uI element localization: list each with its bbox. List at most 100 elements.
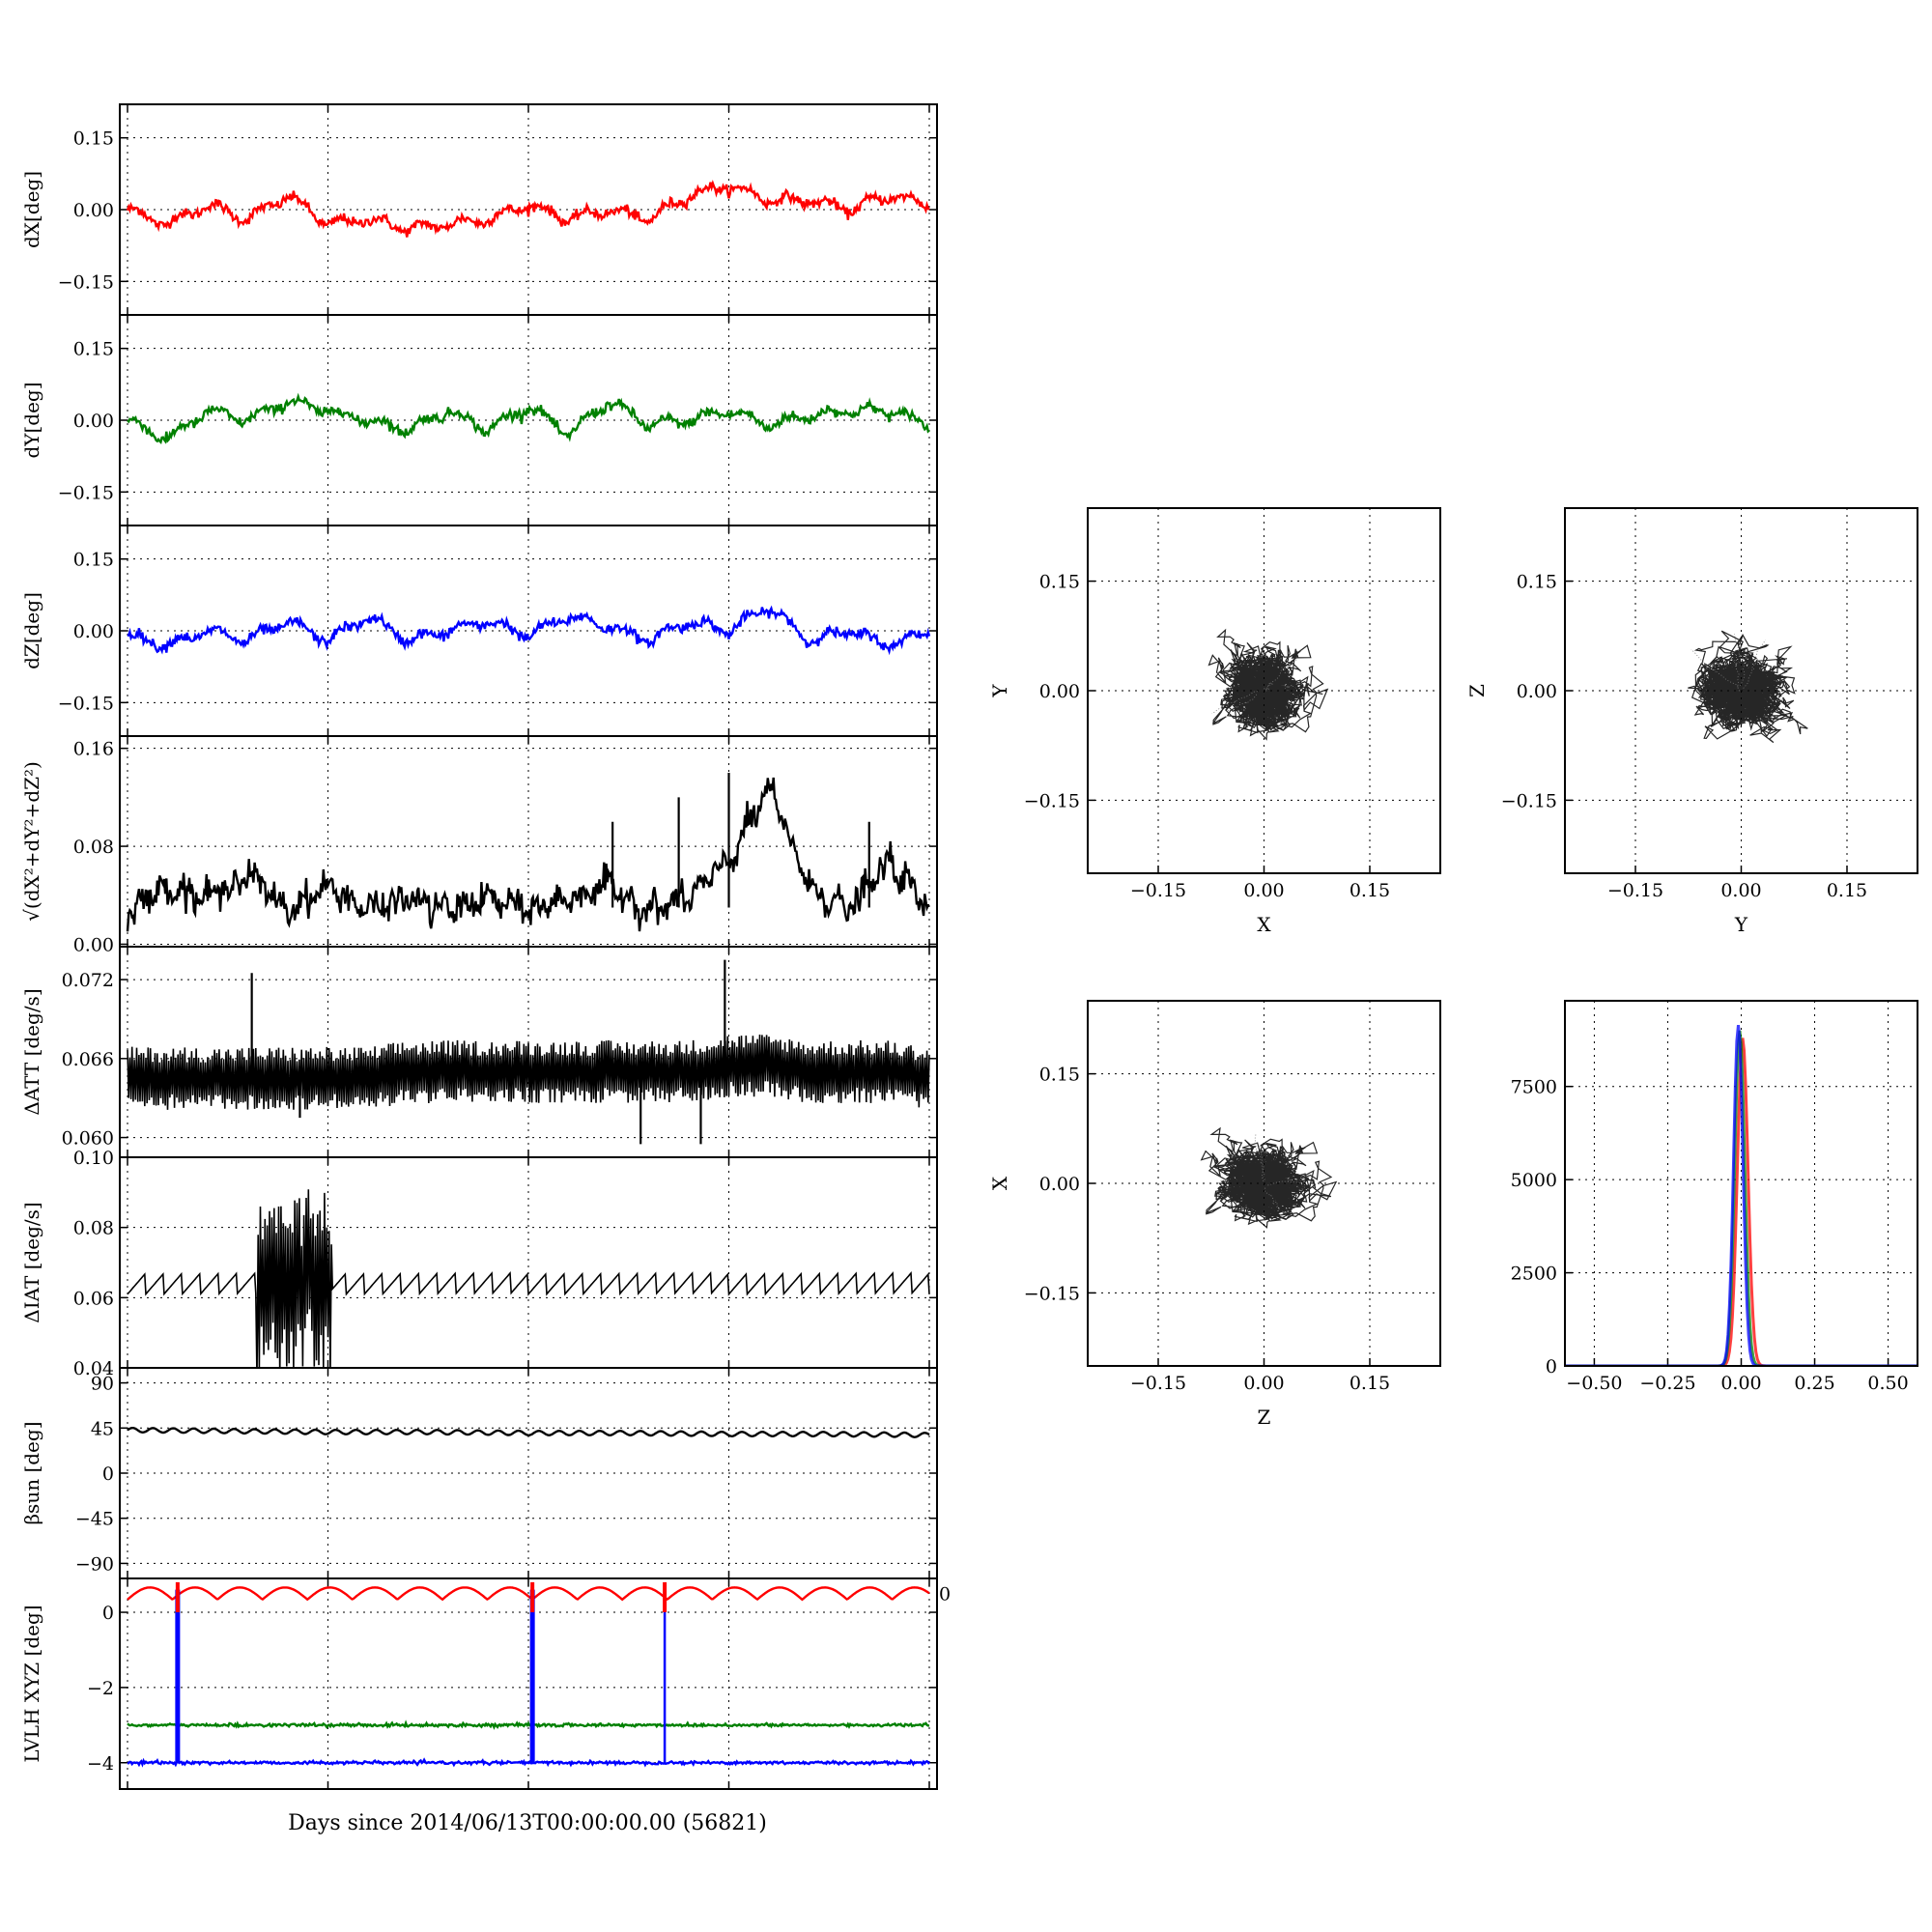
axes-frame (119, 1577, 938, 1790)
shared-x-axis-label: Days since 2014/06/13T00:00:00.00 (56821… (288, 1811, 767, 1835)
y-axis-label: βsun [deg] (20, 1422, 43, 1525)
x-axis-label: X (1257, 913, 1271, 936)
y-tick-label: −4 (87, 1753, 114, 1775)
y-axis-label: √(dX²+dY²+dZ²) (20, 761, 43, 922)
right-tick-label: 0 (939, 1584, 951, 1605)
y-tick-label: 0.08 (73, 1218, 114, 1239)
x-axis-label: Z (1258, 1406, 1271, 1429)
series-line-dy-0 (127, 392, 930, 445)
y-tick-label: −0.15 (1024, 1283, 1080, 1304)
series-line-mag-0 (126, 777, 930, 932)
series-line-dz-0 (127, 605, 931, 656)
series-line-att-0 (127, 1034, 930, 1110)
panel-hist: −0.50 −0.25 0.00 0.25 0.50 0 2500 5000 7500 (1511, 1000, 1918, 1394)
y-tick-label: 0.00 (73, 934, 114, 955)
y-axis-label: X (988, 1176, 1011, 1190)
axes-frame (1564, 1000, 1918, 1367)
x-tick-label: −0.15 (1130, 1373, 1186, 1394)
scatter-tail (1265, 659, 1297, 692)
axes-frame (1087, 507, 1441, 874)
y-tick-label: −90 (75, 1553, 114, 1575)
series-line-lvlh-2 (127, 1757, 930, 1768)
y-tick-label: 0.08 (73, 837, 114, 858)
y-tick-label: 0 (102, 1603, 114, 1624)
y-tick-label: −0.15 (1024, 790, 1080, 811)
y-tick-label: 0.066 (62, 1049, 114, 1070)
series-line-beta-0 (127, 1426, 930, 1438)
y-tick-label: 0.00 (73, 200, 114, 221)
panel-zx: −0.15 0.00 0.15 −0.15 0.00 0.15 Z X (988, 1000, 1441, 1429)
panel-beta: −90 −45 0 45 90 βsun [deg] (20, 1367, 938, 1579)
panel-att: 0.060 0.066 0.072 ΔATT [deg/s] (20, 946, 938, 1158)
series-line-iat-0 (127, 1189, 930, 1368)
y-axis-label: LVLH XYZ [deg] (20, 1605, 43, 1762)
scatter-tail (1211, 691, 1258, 714)
panel-dz: −0.15 0.00 0.15 dZ[deg] (20, 525, 938, 737)
scatter-trace (1688, 630, 1808, 744)
series-line-dx-0 (126, 179, 930, 238)
panel-xy: −0.15 0.00 0.15 −0.15 0.00 0.15 X Y (988, 507, 1441, 936)
y-tick-label: 0.00 (73, 621, 114, 642)
panel-iat: 0.04 0.06 0.08 0.10 ΔIAT [deg/s] (20, 1148, 938, 1379)
y-tick-label: 0.072 (62, 970, 114, 991)
y-tick-label: −0.15 (58, 271, 114, 293)
y-tick-label: 0.10 (73, 1148, 114, 1169)
y-tick-label: 0.15 (73, 339, 114, 360)
x-tick-label: −0.15 (1130, 880, 1186, 901)
y-tick-label: 0 (102, 1463, 114, 1485)
y-axis-label: ΔIAT [deg/s] (20, 1202, 43, 1322)
scatter-trace (1200, 1126, 1338, 1229)
y-tick-label: 0.15 (73, 128, 114, 150)
histogram-series-2 (1565, 1024, 1918, 1366)
y-tick-label: 0.06 (73, 1288, 114, 1309)
x-tick-label: 0.50 (1867, 1373, 1908, 1394)
axes-frame (1564, 507, 1918, 874)
y-axis-label: dX[deg] (20, 171, 43, 248)
x-tick-label: 0.00 (1243, 1373, 1284, 1394)
y-tick-label: 0.060 (62, 1128, 114, 1150)
scatter-tail (1734, 633, 1746, 687)
y-tick-label: 7500 (1511, 1077, 1557, 1098)
y-tick-label: 5000 (1511, 1170, 1557, 1191)
axes-frame (1087, 1000, 1441, 1367)
x-axis-label: Y (1734, 913, 1748, 936)
axes-frame (119, 1156, 938, 1369)
scatter-tail (1690, 648, 1739, 688)
scatter-tail (1264, 682, 1273, 691)
y-tick-label: −0.15 (1501, 790, 1557, 811)
y-tick-label: 0 (1546, 1356, 1557, 1378)
series-line-lvlh-0 (127, 1586, 930, 1602)
panel-dy: −0.15 0.00 0.15 dY[deg] (20, 314, 938, 526)
x-tick-label: 0.15 (1350, 1373, 1390, 1394)
x-tick-label: 0.15 (1827, 880, 1867, 901)
x-tick-label: 0.00 (1720, 880, 1761, 901)
y-tick-label: 0.16 (73, 739, 114, 760)
panel-dx: −0.15 0.00 0.15 dX[deg] (20, 103, 938, 316)
panel-lvlh: −4 −2 0 0 LVLH XYZ [deg] (20, 1577, 951, 1790)
scatter-tail (1264, 1187, 1280, 1210)
y-axis-label: dZ[deg] (20, 592, 43, 669)
y-tick-label: 0.15 (73, 550, 114, 571)
x-tick-label: −0.50 (1566, 1373, 1622, 1394)
y-tick-label: 0.15 (1039, 572, 1080, 593)
scatter-tail (1254, 1133, 1264, 1182)
x-tick-label: 0.00 (1243, 880, 1284, 901)
y-tick-label: 0.15 (1039, 1065, 1080, 1086)
x-tick-label: 0.00 (1720, 1373, 1761, 1394)
x-tick-label: 0.25 (1794, 1373, 1834, 1394)
x-tick-label: −0.25 (1639, 1373, 1695, 1394)
y-tick-label: −0.15 (58, 482, 114, 503)
y-tick-label: 0.04 (73, 1358, 114, 1379)
y-tick-label: 0.15 (1517, 572, 1557, 593)
y-tick-label: −0.15 (58, 693, 114, 714)
series-line-lvlh-1 (127, 1719, 930, 1730)
scatter-trace (1208, 628, 1329, 741)
panel-mag: 0.00 0.08 0.16 √(dX²+dY²+dZ²) (20, 735, 938, 955)
y-tick-label: −45 (75, 1509, 114, 1530)
y-axis-label: ΔATT [deg/s] (20, 988, 43, 1115)
y-tick-label: 45 (91, 1418, 114, 1439)
panel-yz: −0.15 0.00 0.15 −0.15 0.00 0.15 Y Z (1465, 507, 1918, 936)
y-tick-label: −2 (87, 1678, 114, 1699)
y-tick-label: 0.00 (1039, 1174, 1080, 1195)
